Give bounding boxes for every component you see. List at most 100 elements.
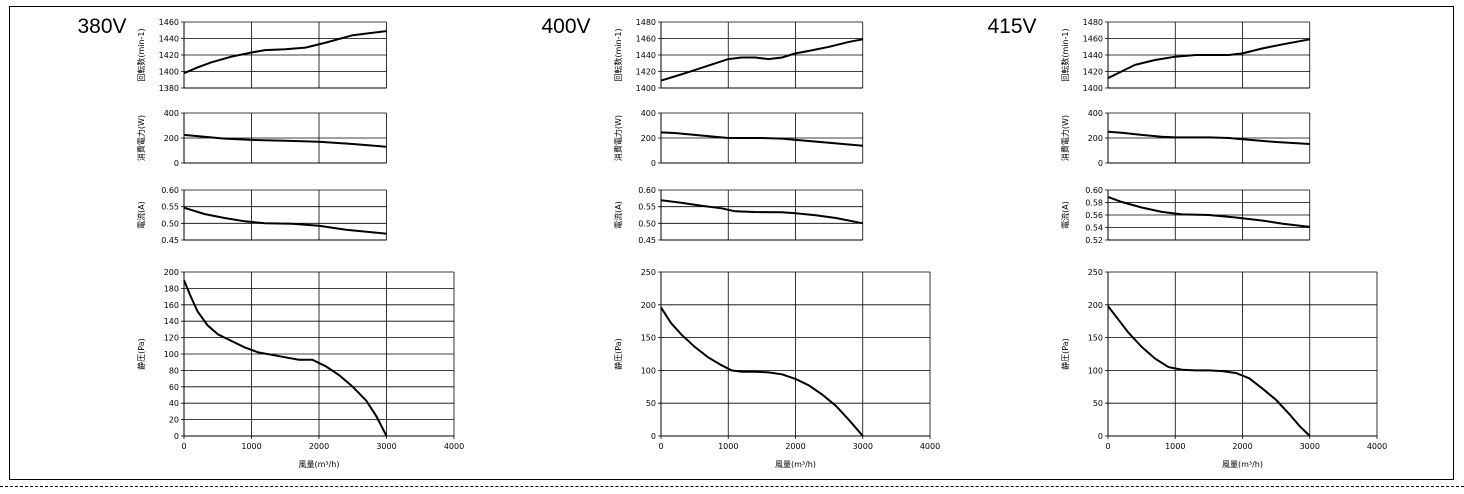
y-tick-label: 100 [164, 350, 179, 359]
series-line [1107, 38, 1310, 79]
series-line [183, 206, 387, 235]
y-tick-label: 0.45 [638, 236, 656, 245]
y-tick-label: 1480 [636, 18, 656, 27]
y-tick-label: 250 [641, 268, 656, 277]
panel-1: 1400 1420 1440 1460 1480 回転数(min-1) [1060, 18, 1311, 93]
y-tick-label: 80 [169, 366, 179, 375]
x-tick-label: 0 [1105, 442, 1110, 451]
x-tick-label: 1000 [718, 442, 738, 451]
y-tick-label: 200 [1088, 301, 1103, 310]
y-axis-label: 消費電力(W) [1060, 115, 1070, 161]
x-tick-label: 3000 [376, 442, 396, 451]
y-tick-label: 1440 [159, 35, 179, 44]
y-tick-label: 0 [1098, 432, 1103, 441]
y-tick-label: 1420 [1083, 68, 1103, 77]
voltage-label: 415V [987, 15, 1036, 38]
series-line [1107, 195, 1310, 228]
voltage-label: 380V [77, 15, 126, 38]
chart-400v: 400V 1400 1420 1440 1460 1480 回転数(min-1) 0 200 40… [541, 15, 940, 469]
y-tick-label: 50 [1093, 399, 1103, 408]
y-axis-label: 回転数(min-1) [613, 28, 623, 81]
y-tick-label: 150 [641, 334, 656, 343]
x-tick-label: 2000 [309, 442, 329, 451]
x-tick-label: 0 [658, 442, 663, 451]
y-tick-label: 100 [641, 366, 656, 375]
y-tick-label: 0.58 [1085, 199, 1103, 208]
y-tick-label: 0.54 [1085, 224, 1103, 233]
y-tick-label: 1440 [1083, 51, 1103, 60]
series-line [660, 199, 863, 225]
series-line [1107, 305, 1311, 437]
y-tick-label: 1480 [1083, 18, 1103, 27]
y-tick-label: 0 [651, 432, 656, 441]
y-tick-label: 0.60 [1085, 186, 1103, 195]
y-tick-label: 0.55 [638, 203, 656, 212]
chart-380v: 380V13801400142014401460回転数(min-1)020040… [77, 15, 464, 469]
y-axis-label: 静圧(Pa) [613, 338, 623, 370]
y-tick-label: 0.45 [161, 236, 179, 245]
series-line [183, 30, 387, 75]
y-tick-label: 100 [1088, 366, 1103, 375]
y-tick-label: 150 [1088, 334, 1103, 343]
y-tick-label: 1440 [636, 51, 656, 60]
series-line [183, 133, 387, 148]
y-tick-label: 1460 [159, 18, 179, 27]
panel-2: 0 200 400 消費電力(W) [136, 109, 387, 168]
y-tick-label: 0.52 [1085, 236, 1103, 245]
y-tick-label: 0 [174, 159, 179, 168]
chart-415v: 415V 1400 1420 1440 1460 1480 回転数(min-1) 0 200 40… [987, 15, 1387, 469]
x-tick-label: 4000 [444, 442, 464, 451]
x-axis-label: 風量(m³/h) [298, 460, 339, 469]
x-tick-label: 2000 [785, 442, 805, 451]
x-tick-label: 4000 [1367, 442, 1387, 451]
y-tick-label: 200 [641, 134, 656, 143]
chart-frame [9, 6, 1454, 480]
y-tick-label: 1460 [636, 35, 656, 44]
panel-3: 0.52 0.54 0.56 0.58 0.60 電流(A) [1060, 186, 1311, 245]
panel-2: 0 200 400 消費電力(W) [613, 109, 864, 168]
y-tick-label: 200 [1088, 134, 1103, 143]
y-tick-label: 160 [164, 301, 179, 310]
y-tick-label: 200 [641, 301, 656, 310]
y-tick-label: 140 [164, 317, 179, 326]
voltage-label: 400V [541, 15, 590, 38]
bottom-rule [0, 486, 1464, 487]
panel-4: 0 50 100 150 200 250 静圧(Pa) 0 1000 2000 3000 4000 風量… [613, 268, 940, 469]
series-line [660, 131, 863, 147]
y-axis-label: 静圧(Pa) [136, 338, 146, 370]
panel-3: 0.45 0.50 0.55 0.60 電流(A) [136, 186, 387, 245]
series-line [1107, 130, 1310, 145]
y-tick-label: 1400 [159, 68, 179, 77]
x-tick-label: 4000 [920, 442, 940, 451]
y-tick-label: 180 [164, 284, 179, 293]
y-tick-label: 400 [641, 109, 656, 118]
y-tick-label: 0.60 [638, 186, 656, 195]
panel-2: 0 200 400 消費電力(W) [1060, 109, 1311, 168]
x-tick-label: 2000 [1232, 442, 1252, 451]
y-tick-label: 400 [164, 109, 179, 118]
y-axis-label: 消費電力(W) [613, 115, 623, 161]
y-tick-label: 0.50 [638, 219, 656, 228]
y-tick-label: 1460 [1083, 35, 1103, 44]
x-tick-label: 1000 [1165, 442, 1185, 451]
y-tick-label: 20 [169, 416, 179, 425]
y-axis-label: 電流(A) [613, 201, 623, 229]
y-tick-label: 400 [1088, 109, 1103, 118]
x-tick-label: 3000 [853, 442, 873, 451]
y-tick-label: 1380 [159, 84, 179, 93]
y-axis-label: 回転数(min-1) [136, 28, 146, 81]
y-tick-label: 1400 [1083, 84, 1103, 93]
x-axis-label: 風量(m³/h) [1222, 460, 1263, 469]
y-tick-label: 50 [646, 399, 656, 408]
y-tick-label: 0 [651, 159, 656, 168]
panel-3: 0.45 0.50 0.55 0.60 電流(A) [613, 186, 864, 245]
series-line [660, 306, 864, 437]
y-tick-label: 0.50 [161, 219, 179, 228]
x-tick-label: 3000 [1300, 442, 1320, 451]
y-tick-label: 0 [1098, 159, 1103, 168]
y-tick-label: 60 [169, 383, 179, 392]
panel-1: 1400 1420 1440 1460 1480 回転数(min-1) [613, 18, 864, 93]
y-tick-label: 120 [164, 334, 179, 343]
series-line [660, 38, 863, 82]
